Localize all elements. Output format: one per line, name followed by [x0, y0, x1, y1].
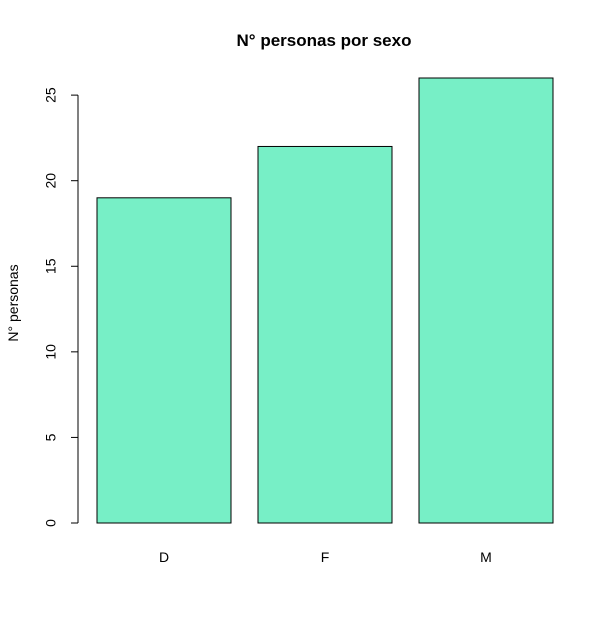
x-tick-label-M: M [480, 549, 492, 565]
chart-title: N° personas por sexo [237, 31, 412, 50]
bar-M [418, 77, 554, 524]
bar-F [257, 145, 393, 524]
y-tick-label: 25 [43, 87, 59, 103]
x-tick-label-F: F [321, 549, 330, 565]
bars [96, 77, 554, 524]
y-tick-label: 20 [43, 173, 59, 189]
y-tick-label: 5 [43, 433, 59, 441]
y-tick-label: 10 [43, 344, 59, 360]
x-tick-label-D: D [159, 549, 169, 565]
y-tick-label: 0 [43, 519, 59, 527]
y-ticks: 0 5 10 15 20 25 [43, 87, 78, 527]
y-axis-label: N° personas [5, 264, 21, 341]
bar-D [96, 197, 232, 524]
y-tick-label: 15 [43, 258, 59, 274]
